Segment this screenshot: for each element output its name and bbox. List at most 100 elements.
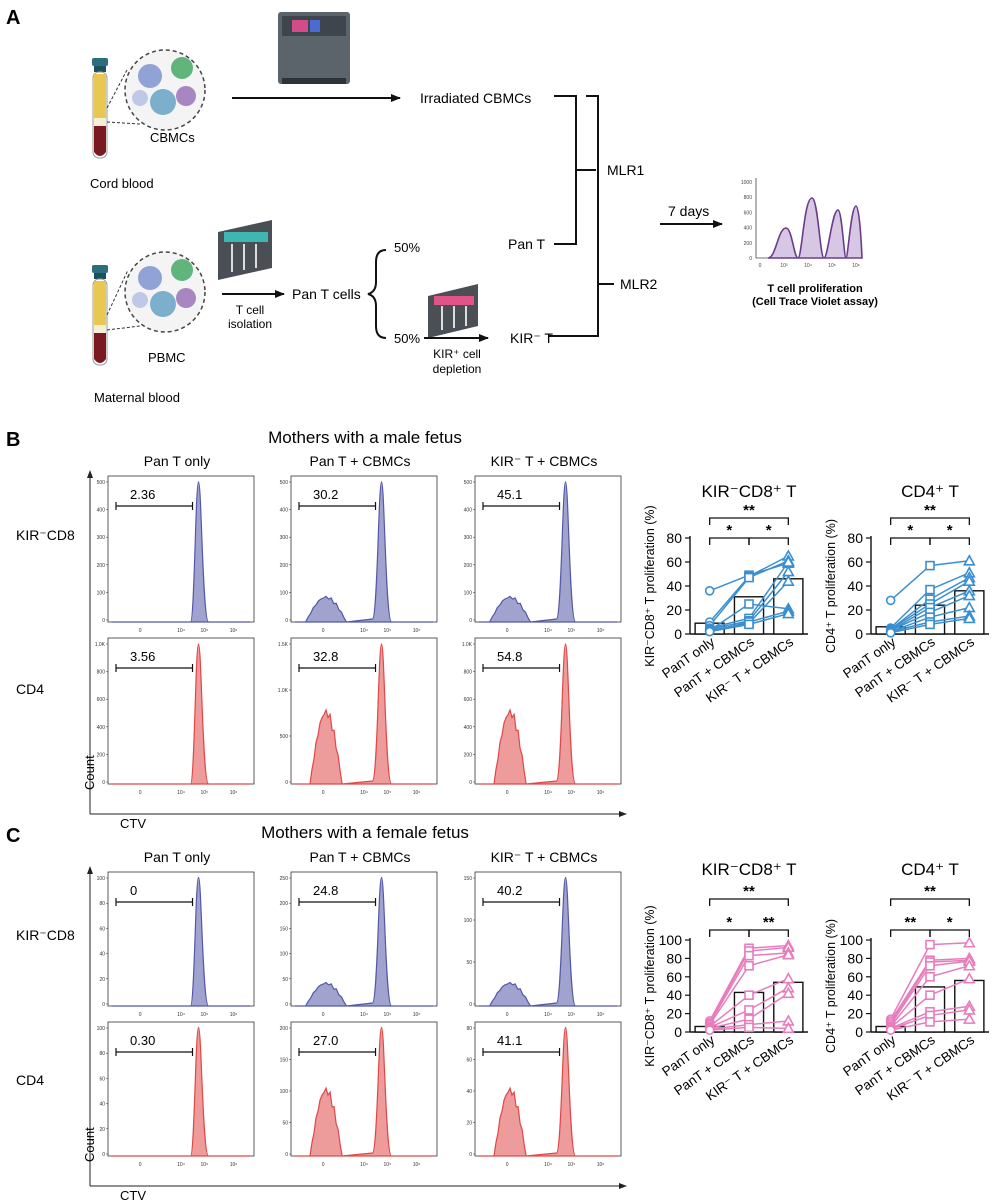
histogram-y-tick: 200 (280, 563, 289, 569)
bracket-line (748, 537, 789, 545)
hist-column-title: Pan T only (144, 453, 210, 469)
result-label-1: T cell proliferation (767, 283, 863, 295)
cell-circle-icon (106, 251, 206, 333)
data-point (744, 990, 754, 1001)
data-point (704, 626, 715, 637)
bracket-line (748, 929, 789, 937)
magnetic-rack-icon (428, 284, 478, 338)
count-arrow (87, 866, 93, 874)
chart-y-tick: 100 (659, 932, 683, 948)
histogram-x-tick: 10⁵ (384, 1012, 392, 1018)
histogram-x-tick: 10⁴ (360, 628, 368, 634)
chart-y-tick: 40 (847, 987, 863, 1003)
significance-bracket: ** (709, 502, 789, 525)
bracket-line (929, 537, 970, 545)
histogram-x-tick: 10⁵ (201, 1012, 209, 1018)
flow-histogram: 1.0K 800 600 400 200 0 0 10⁴ 10⁵ 10⁶ 54.8 (462, 637, 622, 796)
flow-histogram: 250 200 150 100 50 0 0 10⁴ 10⁵ 10⁶ 24.8 (280, 871, 438, 1018)
histogram-y-tick: 500 (97, 480, 106, 486)
data-point (962, 936, 976, 948)
histogram-x-tick: 0 (506, 1162, 509, 1168)
histogram-trace (112, 643, 250, 785)
isolation-label-1: T cell (236, 303, 264, 317)
chart-y-tick: 40 (847, 578, 863, 594)
histogram-x-tick: 10⁵ (384, 628, 392, 634)
histogram-x-tick: 0 (139, 1012, 142, 1018)
data-point (781, 1021, 795, 1034)
histogram-x-tick: 10⁶ (413, 1012, 421, 1018)
significance-stars: * (726, 522, 732, 539)
gate-percentage: 54.8 (497, 649, 522, 664)
histogram-y-tick: 400 (464, 725, 473, 731)
data-point (744, 1005, 754, 1015)
hist-column-title: KIR⁻ T + CBMCs (491, 849, 598, 865)
data-point (925, 619, 935, 630)
data-point (925, 971, 935, 982)
significance-stars: ** (763, 914, 775, 931)
histogram-y-tick: 100 (280, 952, 289, 958)
histogram-y-tick: 500 (280, 480, 289, 486)
histogram-x-tick: 10⁵ (384, 1162, 392, 1168)
histogram-x-tick: 10⁵ (568, 790, 576, 796)
histogram-x-tick: 10⁴ (360, 1012, 368, 1018)
significance-bracket: ** (890, 502, 970, 525)
bracket-line (709, 517, 789, 525)
histogram-y-tick: 50 (282, 977, 288, 983)
histogram-x-tick: 10⁴ (177, 628, 185, 634)
histogram-y-tick: 0 (102, 1002, 105, 1008)
significance-stars: * (907, 522, 913, 539)
histogram-x-tick: 10⁵ (384, 790, 392, 796)
pct-top-label: 50% (394, 240, 420, 255)
histogram-x-tick: 0 (322, 790, 325, 796)
histogram-y-tick: 200 (280, 1026, 289, 1032)
flow-histogram: 500 400 300 200 100 0 0 10⁴ 10⁵ 10⁶ 45.1 (464, 475, 622, 634)
ctv-axis-label: CTV (120, 1188, 146, 1200)
histogram-y-tick: 0 (285, 1152, 288, 1158)
chart-y-tick: 0 (855, 1024, 863, 1040)
depletion-label-1: KIR⁺ cell (433, 347, 481, 361)
schematic-y-tick: 200 (744, 241, 753, 247)
chart-y-tick: 0 (855, 626, 863, 642)
histogram-x-tick: 10⁴ (360, 1162, 368, 1168)
chart-y-tick: 60 (666, 969, 682, 985)
pbmc-label: PBMC (148, 350, 186, 365)
chart-y-tick: 20 (666, 1006, 682, 1022)
histogram-y-tick: 600 (464, 697, 473, 703)
histogram-trace (295, 643, 433, 785)
histogram-y-tick: 40 (99, 1102, 105, 1108)
cell-circle-icon (106, 49, 206, 131)
significance-stars: ** (743, 502, 755, 519)
histogram-x-tick: 10⁶ (597, 628, 605, 634)
gate-percentage: 24.8 (313, 883, 338, 898)
bracket-line (890, 537, 931, 545)
panel-b-histograms: Pan T only Pan T + CBMCs KIR⁻ T + CBMCs KIR… (16, 453, 627, 831)
significance-bracket: * (748, 522, 789, 545)
count-axis-label: Count (82, 1127, 97, 1162)
histogram-y-tick: 80 (466, 1026, 472, 1032)
panel-c-title: Mothers with a female fetus (261, 823, 469, 842)
histogram-x-tick: 10⁵ (568, 1162, 576, 1168)
chart-y-tick: 100 (840, 932, 864, 948)
significance-bracket: ** (890, 883, 970, 906)
histogram-x-tick: 10⁴ (177, 790, 185, 796)
histogram-x-tick: 10⁵ (201, 628, 209, 634)
data-point (925, 990, 935, 1001)
chart-title: KIR⁻CD8⁺ T (701, 482, 796, 501)
panel-label-a: A (6, 7, 20, 29)
data-point (962, 971, 976, 984)
significance-stars: ** (924, 502, 936, 519)
histogram-trace (479, 1026, 617, 1157)
histogram-frame (474, 475, 622, 623)
histogram-y-tick: 800 (464, 670, 473, 676)
gate-percentage: 32.8 (313, 649, 338, 664)
chart-y-tick: 80 (666, 530, 682, 546)
histogram-y-tick: 500 (464, 480, 473, 486)
histogram-x-tick: 10⁵ (568, 628, 576, 634)
flow-histogram: 100 80 60 40 20 0 0 10⁴ 10⁵ 10⁶ 0.30 (97, 1021, 255, 1168)
chart-y-tick: 80 (847, 530, 863, 546)
gate-percentage: 41.1 (497, 1033, 522, 1048)
histogram-x-tick: 0 (322, 1162, 325, 1168)
schematic-x-tick: 0 (759, 263, 762, 269)
histogram-y-tick: 80 (99, 1051, 105, 1057)
